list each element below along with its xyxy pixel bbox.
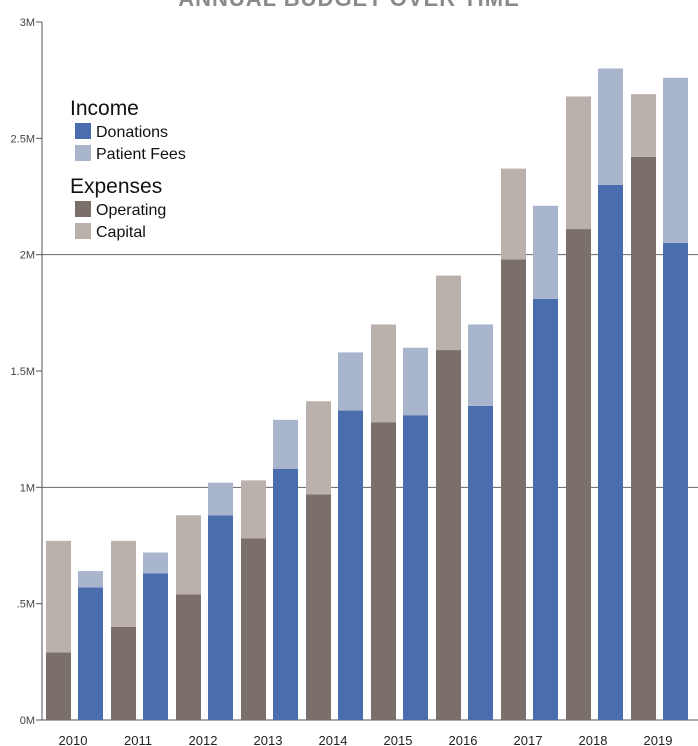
x-tick-label: 2015	[384, 733, 413, 746]
bar-capital-2015	[371, 324, 396, 423]
legend: Income Donations Patient Fees Expenses Opera…	[70, 97, 186, 241]
bar-donations-2014	[338, 410, 363, 720]
legend-heading: Expenses	[70, 175, 162, 198]
bar-patient-fees-2016	[468, 324, 493, 406]
y-tick-label: .5M	[17, 599, 35, 611]
legend-swatch	[75, 223, 91, 239]
bar-donations-2017	[533, 298, 558, 720]
y-tick-label: 2M	[20, 250, 35, 262]
bar-patient-fees-2011	[143, 552, 168, 574]
bar-operating-2018	[566, 229, 591, 720]
x-tick-label: 2011	[124, 733, 152, 746]
bar-operating-2019	[631, 156, 656, 721]
bar-patient-fees-2018	[598, 68, 623, 185]
y-tick-label: 0M	[20, 715, 35, 727]
bar-capital-2017	[501, 168, 526, 260]
bar-operating-2011	[111, 626, 136, 720]
bar-capital-2010	[46, 540, 71, 653]
bars	[46, 68, 688, 721]
bar-operating-2013	[241, 538, 266, 720]
bar-patient-fees-2017	[533, 205, 558, 299]
bar-donations-2010	[78, 587, 103, 720]
bar-capital-2014	[306, 401, 331, 495]
legend-swatch	[75, 201, 91, 217]
bar-operating-2016	[436, 350, 461, 720]
bar-patient-fees-2013	[273, 419, 298, 469]
legend-swatch	[75, 145, 91, 161]
bar-donations-2018	[598, 184, 623, 720]
x-tick-label: 2016	[449, 733, 478, 746]
legend-heading: Income	[70, 97, 139, 120]
bar-capital-2016	[436, 275, 461, 351]
bar-capital-2013	[241, 480, 266, 539]
x-tick-label: 2010	[59, 733, 88, 746]
bar-donations-2013	[273, 468, 298, 720]
x-tick-label: 2014	[319, 733, 348, 746]
x-axis-labels: 2010 2011 2012 2013 2014 2015 2016 2017 2018 2019	[59, 733, 673, 746]
chart-title: ANNUAL BUDGET OVER TIME	[0, 0, 698, 16]
bar-patient-fees-2015	[403, 347, 428, 416]
bar-donations-2019	[663, 243, 688, 721]
bar-capital-2019	[631, 94, 656, 157]
bar-patient-fees-2010	[78, 571, 103, 588]
bar-operating-2014	[306, 494, 331, 720]
bar-operating-2012	[176, 594, 201, 720]
bar-donations-2012	[208, 515, 233, 720]
x-tick-label: 2012	[189, 733, 218, 746]
bar-donations-2015	[403, 415, 428, 720]
legend-swatch	[75, 123, 91, 139]
x-tick-label: 2019	[644, 733, 673, 746]
bar-patient-fees-2019	[663, 77, 688, 244]
bar-capital-2011	[111, 540, 136, 627]
x-tick-label: 2013	[254, 733, 283, 746]
x-tick-label: 2018	[579, 733, 608, 746]
bar-operating-2017	[501, 259, 526, 720]
bar-donations-2011	[143, 573, 168, 720]
bar-operating-2015	[371, 422, 396, 720]
y-tick-label: 1M	[20, 482, 35, 494]
legend-label: Donations	[96, 124, 168, 141]
legend-label: Patient Fees	[96, 146, 186, 163]
bar-operating-2010	[46, 652, 71, 720]
bar-capital-2012	[176, 515, 201, 595]
legend-label: Operating	[96, 202, 166, 219]
y-tick-label: 3M	[20, 17, 35, 29]
bar-patient-fees-2012	[208, 482, 233, 516]
y-tick-label: 2.5M	[11, 133, 35, 145]
bar-patient-fees-2014	[338, 352, 363, 411]
legend-label: Capital	[96, 224, 146, 241]
bar-capital-2018	[566, 96, 591, 230]
x-tick-label: 2017	[514, 733, 543, 746]
y-tick-label: 1.5M	[11, 366, 35, 378]
bar-donations-2016	[468, 405, 493, 720]
